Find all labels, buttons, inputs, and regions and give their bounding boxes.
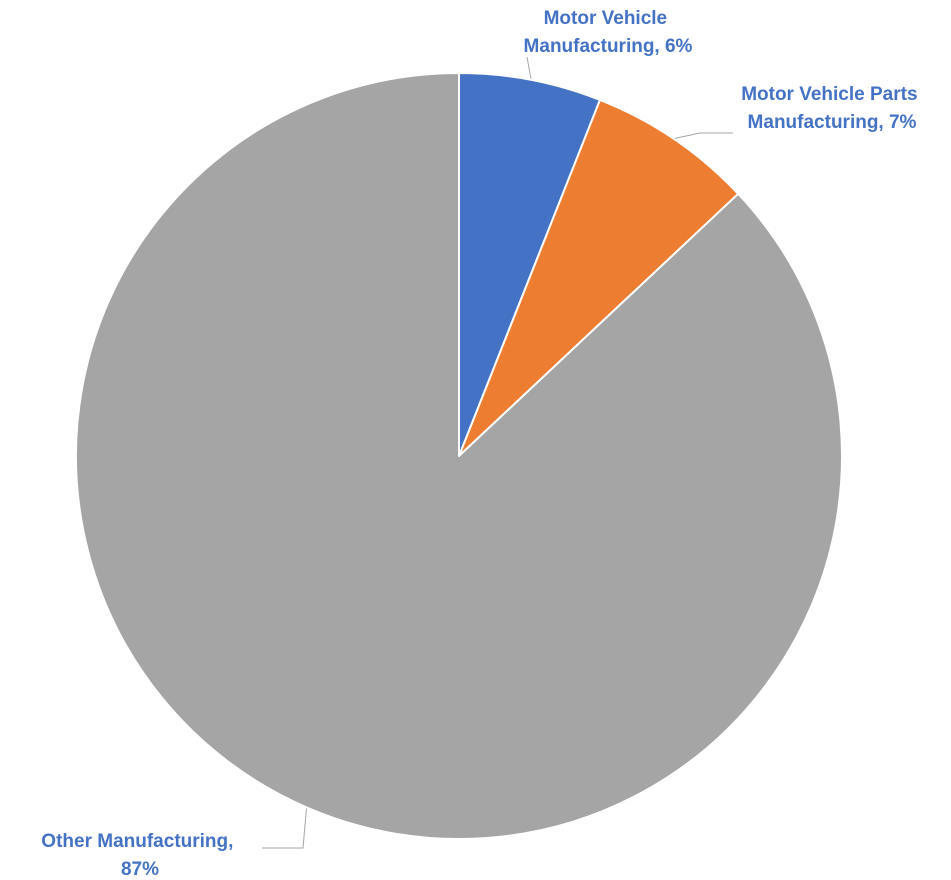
pie-slices [75, 72, 843, 840]
leader-line-motor-vehicle-manufacturing [526, 56, 532, 79]
pie-slice-motor-vehicle-manufacturing [458, 72, 601, 457]
pie-slice-motor-vehicle-parts-manufacturing [458, 98, 740, 457]
data-label-other-manufacturing: Other Manufacturing, 87% [41, 831, 238, 880]
leader-lines [262, 56, 733, 849]
leader-line-motor-vehicle-parts-manufacturing [674, 132, 733, 139]
pie-slice-other-manufacturing [75, 72, 843, 840]
data-label-other-manufacturing-line1: Other Manufacturing, [41, 831, 233, 852]
data-label-other-manufacturing-line2: 87% [121, 859, 159, 880]
data-label-motor-vehicle-parts: Motor Vehicle Parts Manufacturing, 7% [741, 84, 923, 133]
data-label-motor-vehicle-line2: Manufacturing, 6% [524, 36, 693, 57]
leader-line-other-manufacturing [262, 808, 307, 849]
data-label-motor-vehicle-parts-line1: Motor Vehicle Parts [741, 84, 917, 105]
data-label-motor-vehicle-parts-line2: Manufacturing, 7% [748, 112, 917, 133]
data-label-motor-vehicle-line1: Motor Vehicle [544, 8, 668, 29]
data-label-motor-vehicle: Motor Vehicle Manufacturing, 6% [524, 8, 693, 57]
